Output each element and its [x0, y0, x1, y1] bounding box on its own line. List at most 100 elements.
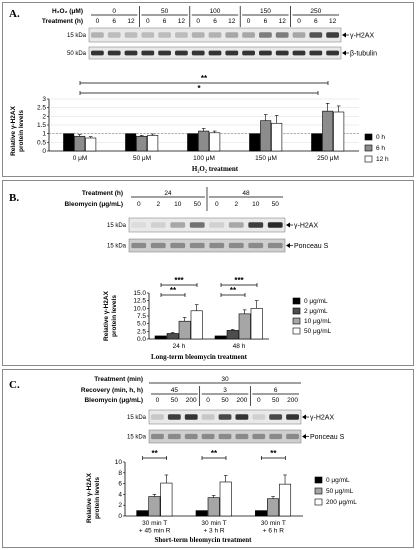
- x-axis-title: Short-term bleomycin treatment: [154, 536, 252, 544]
- bar: [74, 135, 86, 152]
- blot-band: [107, 50, 121, 56]
- legend-swatch: [292, 317, 301, 325]
- blot-band: [150, 242, 166, 249]
- bar: [226, 330, 239, 340]
- legend-label: 12 h: [376, 156, 389, 163]
- blot-band: [158, 50, 171, 56]
- western-blots: 15 kDa γ-H2AX 50 kDa β-tubulin: [67, 27, 377, 60]
- lane-label: 6: [264, 18, 268, 25]
- legend-label: 2 μg/mL: [304, 308, 328, 315]
- lane-label: 0: [257, 397, 261, 404]
- bar: [209, 132, 221, 152]
- arrow-icon: [342, 32, 346, 38]
- western-blots: 15 kDa γ-H2AX 15 kDa Ponceau S: [107, 217, 329, 253]
- blot-band: [91, 50, 104, 56]
- lane-label: 12: [127, 18, 135, 25]
- lane-label: 0: [146, 18, 150, 25]
- panel-a-figure: A. H₂O₂ (μM) Treatment (h) 0 6 12 0 6 12 0 6 12 0…: [9, 6, 389, 173]
- blot-band: [189, 222, 205, 228]
- blot-band: [201, 433, 215, 440]
- blot-band: [175, 50, 188, 56]
- header-groups: 0 50 200 0 50 200 0 50 200 45 3 6: [149, 382, 301, 406]
- blot-band: [151, 414, 164, 420]
- x-tick-label: 150 μM: [255, 155, 277, 162]
- bar: [166, 333, 179, 340]
- significance-marker: **: [230, 286, 237, 295]
- header-row2-title: Bleomycin (μg/mL): [84, 397, 143, 404]
- bar: [195, 510, 208, 517]
- y-tick-label: 1: [42, 131, 46, 138]
- blot-band: [167, 414, 181, 420]
- blot-band: [267, 222, 283, 228]
- lane-label: 0: [156, 397, 160, 404]
- bar: [333, 111, 345, 152]
- bar: [198, 130, 210, 152]
- group-label: 50: [161, 8, 169, 15]
- blot-band: [141, 32, 155, 38]
- blot-label: γ-H2AX: [310, 415, 334, 422]
- y-tick-label: 10: [115, 459, 123, 466]
- header-row1-title: Recovery (min, h, h): [81, 387, 143, 394]
- bar: [125, 133, 137, 152]
- lane-label: 6: [112, 18, 116, 25]
- bar: [148, 496, 161, 517]
- blot-band: [209, 242, 225, 249]
- blot-band: [252, 433, 266, 440]
- blot-band: [235, 433, 249, 440]
- blot-band: [235, 414, 249, 420]
- legend-label: 0 h: [376, 134, 385, 141]
- blot-band: [218, 414, 232, 420]
- y-tick-label: 8: [118, 470, 122, 477]
- lane-label: 10: [252, 201, 260, 208]
- y-axis-label-line2: protein levels: [18, 110, 25, 152]
- bar: [279, 483, 292, 517]
- blot-band: [248, 222, 264, 228]
- blot-band: [275, 32, 289, 38]
- blot-band: [228, 222, 244, 228]
- lane-label: 50: [171, 397, 179, 404]
- panel-c-figure: C. Treatment (min) 30 Recovery (min, h, …: [9, 376, 357, 544]
- blot-label: Ponceau S: [310, 434, 345, 441]
- panel-b-figure: B. Treatment (h) Bleomycin (μg/mL) 0 2 10 5…: [9, 187, 332, 361]
- blot-label: Ponceau S: [294, 243, 329, 250]
- blot-band: [189, 242, 205, 249]
- header-groups: 0 2 10 50 0 2 10 50 24 48: [131, 187, 283, 211]
- y-tick-label: 0: [118, 513, 122, 520]
- kda-marker: 15 kDa: [127, 435, 147, 441]
- blot-band: [292, 32, 306, 38]
- legend-label: 10 μg/mL: [304, 318, 332, 325]
- legend-swatch: [292, 307, 301, 315]
- significance-marker: **: [211, 449, 218, 458]
- blot-band: [269, 414, 283, 420]
- legend-label: 0 μg/mL: [326, 477, 350, 484]
- x-axis-title: Long-term bleomycin treatment: [151, 353, 248, 361]
- bar: [187, 133, 199, 152]
- x-tick-label: 24 h: [173, 343, 186, 350]
- y-axis-label-line2: protein levels: [111, 295, 118, 337]
- kda-marker: 15 kDa: [67, 33, 87, 39]
- blot-band: [326, 32, 339, 38]
- lane-label: 0: [297, 18, 301, 25]
- x-tick-label: 30 min T: [142, 520, 167, 527]
- legend-label: 50 μg/mL: [326, 488, 354, 495]
- significance-marker: **: [170, 286, 177, 295]
- panel-label: C.: [9, 379, 20, 391]
- blot-strip: [128, 238, 286, 253]
- header-row1-title: Treatment (h): [82, 190, 123, 197]
- x-tick-label: 50 μM: [133, 155, 151, 162]
- blot-band: [208, 32, 222, 38]
- legend-swatch: [364, 144, 373, 152]
- header-row2-title: Bleomycin (μg/mL): [64, 201, 123, 208]
- blot-band: [218, 433, 232, 440]
- lane-label: 12: [279, 18, 287, 25]
- bar: [190, 310, 203, 340]
- lane-label: 6: [213, 18, 217, 25]
- y-tick-label: 7.5: [137, 313, 146, 320]
- blot-band: [170, 222, 186, 228]
- panel-label: A.: [9, 8, 20, 20]
- lane-label: 0: [215, 201, 219, 208]
- blot-band: [309, 50, 323, 56]
- group-label: 0: [112, 8, 116, 15]
- x-tick-label: 0 μM: [73, 155, 88, 162]
- y-tick-label: 3: [42, 96, 46, 103]
